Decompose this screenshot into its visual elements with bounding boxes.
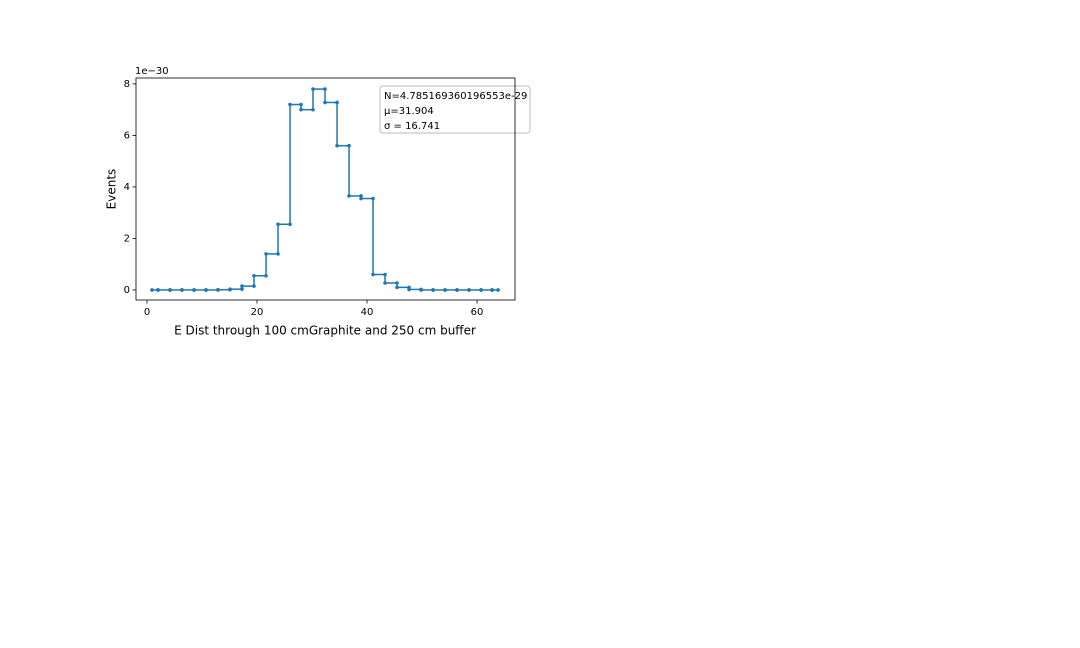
x-tick-label: 0: [144, 307, 150, 318]
y-tick-label: 2: [124, 233, 130, 244]
bin-marker: [288, 102, 292, 107]
offset-text: 1e−30: [135, 66, 169, 77]
y-tick-label: 0: [124, 285, 130, 296]
bin-marker: [371, 272, 375, 277]
bin-marker: [299, 102, 303, 107]
bin-marker: [467, 288, 471, 292]
stats-line: σ = 16.741: [384, 121, 440, 132]
bin-marker: [228, 287, 232, 291]
bin-marker: [180, 288, 184, 292]
stats-box: [379, 85, 531, 134]
bin-marker: [407, 287, 411, 292]
bin-marker: [335, 143, 339, 148]
bin-marker: [419, 288, 423, 292]
y-tick-label: 8: [124, 79, 130, 90]
stats-line: N=4.785169360196553e-29: [384, 91, 527, 102]
bin-marker: [490, 288, 494, 292]
bin-marker: [252, 284, 256, 288]
bin-marker: [252, 273, 256, 278]
bin-marker: [431, 288, 435, 292]
bin-marker: [264, 252, 268, 256]
y-axis-label: Events: [105, 169, 119, 210]
x-tick-label: 60: [471, 307, 484, 318]
bin-marker: [150, 288, 154, 292]
stats-line: μ=31.904: [384, 106, 434, 117]
y-tick-label: 4: [124, 182, 130, 193]
bin-marker: [323, 100, 327, 105]
x-tick-label: 20: [251, 307, 264, 318]
bin-marker: [192, 288, 196, 292]
bin-marker: [168, 288, 172, 292]
bin-marker: [443, 288, 447, 292]
x-axis-label: E Dist through 100 cmGraphite and 250 cm…: [174, 324, 476, 338]
bin-marker: [455, 288, 459, 292]
bin-marker: [240, 284, 244, 288]
bin-marker: [359, 196, 363, 201]
bin-marker: [395, 285, 399, 290]
bin-marker: [156, 288, 160, 292]
bin-marker: [264, 273, 268, 278]
bin-marker: [276, 222, 280, 227]
bin-marker: [204, 288, 208, 292]
bin-marker: [383, 281, 387, 285]
bin-marker: [299, 107, 303, 112]
x-tick-label: 40: [361, 307, 374, 318]
plot-frame: [135, 77, 516, 301]
bin-marker: [311, 87, 315, 91]
y-tick-label: 6: [124, 130, 130, 141]
bin-marker: [479, 288, 483, 292]
bin-marker: [216, 287, 220, 292]
bin-marker: [496, 288, 500, 292]
bin-marker: [347, 194, 351, 198]
